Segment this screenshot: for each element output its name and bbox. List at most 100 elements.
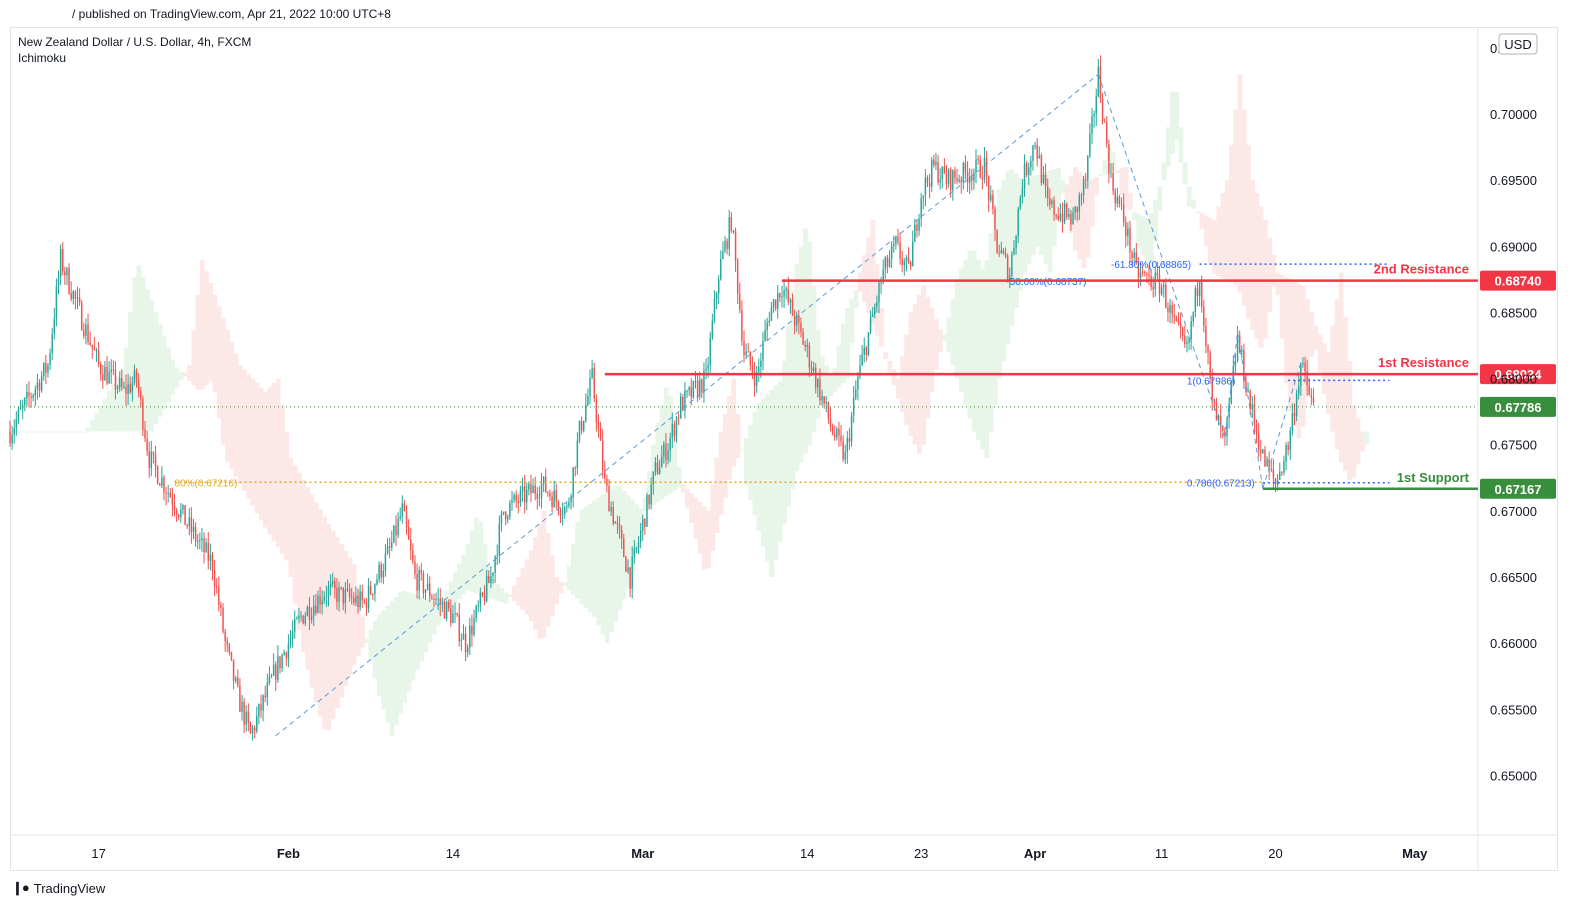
candle xyxy=(962,162,965,183)
symbol-title[interactable]: New Zealand Dollar / U.S. Dollar, 4h, FX… xyxy=(18,35,252,49)
candle xyxy=(595,398,598,423)
candle xyxy=(55,286,58,319)
candle xyxy=(260,704,262,711)
candle xyxy=(914,224,916,242)
candle xyxy=(437,598,439,600)
candle xyxy=(1036,145,1038,159)
candle xyxy=(1167,307,1169,313)
candle xyxy=(129,384,131,393)
candle xyxy=(857,376,859,390)
candle xyxy=(361,591,363,601)
candle xyxy=(585,404,587,421)
candle xyxy=(762,340,764,361)
candle xyxy=(374,584,376,595)
candle xyxy=(519,490,522,503)
y-tick-label: 0.68000 xyxy=(1490,372,1537,387)
candle xyxy=(534,485,536,494)
candle xyxy=(760,360,762,367)
candle xyxy=(844,452,846,460)
candle xyxy=(1281,471,1283,473)
candle xyxy=(1065,203,1068,217)
candle xyxy=(47,364,49,373)
candle xyxy=(502,511,505,514)
candle xyxy=(342,587,344,604)
candle xyxy=(418,570,420,591)
candle xyxy=(1146,273,1148,275)
candle xyxy=(466,647,469,653)
candle xyxy=(1034,145,1036,147)
current-price-value: 0.67786 xyxy=(1495,400,1542,415)
candle xyxy=(671,423,674,438)
candle xyxy=(1004,252,1007,257)
currency-badge xyxy=(1498,33,1538,55)
candle xyxy=(701,379,703,393)
candle xyxy=(863,347,865,355)
candle xyxy=(941,166,944,180)
candle xyxy=(855,389,857,398)
candle xyxy=(1262,449,1264,453)
candle xyxy=(184,504,186,525)
first-support-price-value: 0.67167 xyxy=(1495,482,1542,497)
candle xyxy=(1289,430,1292,451)
candle xyxy=(644,518,646,527)
candle xyxy=(1063,203,1066,223)
candle xyxy=(574,467,577,469)
candle xyxy=(1160,287,1163,295)
candle xyxy=(952,170,954,191)
candle xyxy=(766,322,768,330)
candle xyxy=(334,581,336,589)
candle xyxy=(142,398,144,430)
candle xyxy=(1287,445,1289,451)
candle xyxy=(1156,272,1159,276)
candle xyxy=(1044,174,1047,187)
x-tick-label: 17 xyxy=(91,846,105,861)
candle xyxy=(226,641,228,645)
candle xyxy=(57,276,60,287)
candle xyxy=(89,342,91,345)
candle xyxy=(498,523,501,556)
candle xyxy=(726,240,728,249)
candle xyxy=(810,367,813,371)
candle xyxy=(890,245,893,259)
candle xyxy=(779,293,781,298)
candle xyxy=(833,434,836,438)
candle xyxy=(152,451,155,455)
candle xyxy=(1158,275,1161,295)
candle xyxy=(1021,188,1024,198)
candle xyxy=(369,585,372,594)
indicator-label[interactable]: Ichimoku xyxy=(18,51,67,65)
candle xyxy=(150,451,153,469)
candle xyxy=(960,179,962,183)
candle xyxy=(350,596,353,599)
candle xyxy=(51,334,53,353)
candle xyxy=(391,542,393,548)
candle xyxy=(1002,250,1005,253)
candle xyxy=(1042,174,1045,183)
footer-brand[interactable]: ❙● TradingView xyxy=(12,880,105,896)
candle xyxy=(1274,478,1277,485)
candle xyxy=(728,217,730,249)
y-tick-label: 0.69000 xyxy=(1490,239,1537,254)
candle xyxy=(703,370,705,393)
candle xyxy=(87,324,89,343)
candle xyxy=(654,462,657,472)
candle xyxy=(127,384,129,395)
candle xyxy=(496,555,498,557)
candle xyxy=(1025,163,1028,175)
candle xyxy=(1038,155,1041,159)
candle xyxy=(492,572,494,577)
candle xyxy=(456,613,458,615)
candle xyxy=(475,606,477,619)
tradingview-logo-icon: ❙● xyxy=(12,880,30,895)
candle xyxy=(348,588,351,597)
candle xyxy=(163,477,165,493)
candle xyxy=(1122,204,1125,223)
candle xyxy=(1266,459,1268,467)
candle xyxy=(249,722,252,734)
candle xyxy=(264,695,266,698)
candle xyxy=(507,516,509,520)
candle xyxy=(325,596,328,598)
candle xyxy=(277,656,279,680)
candle xyxy=(639,530,642,543)
